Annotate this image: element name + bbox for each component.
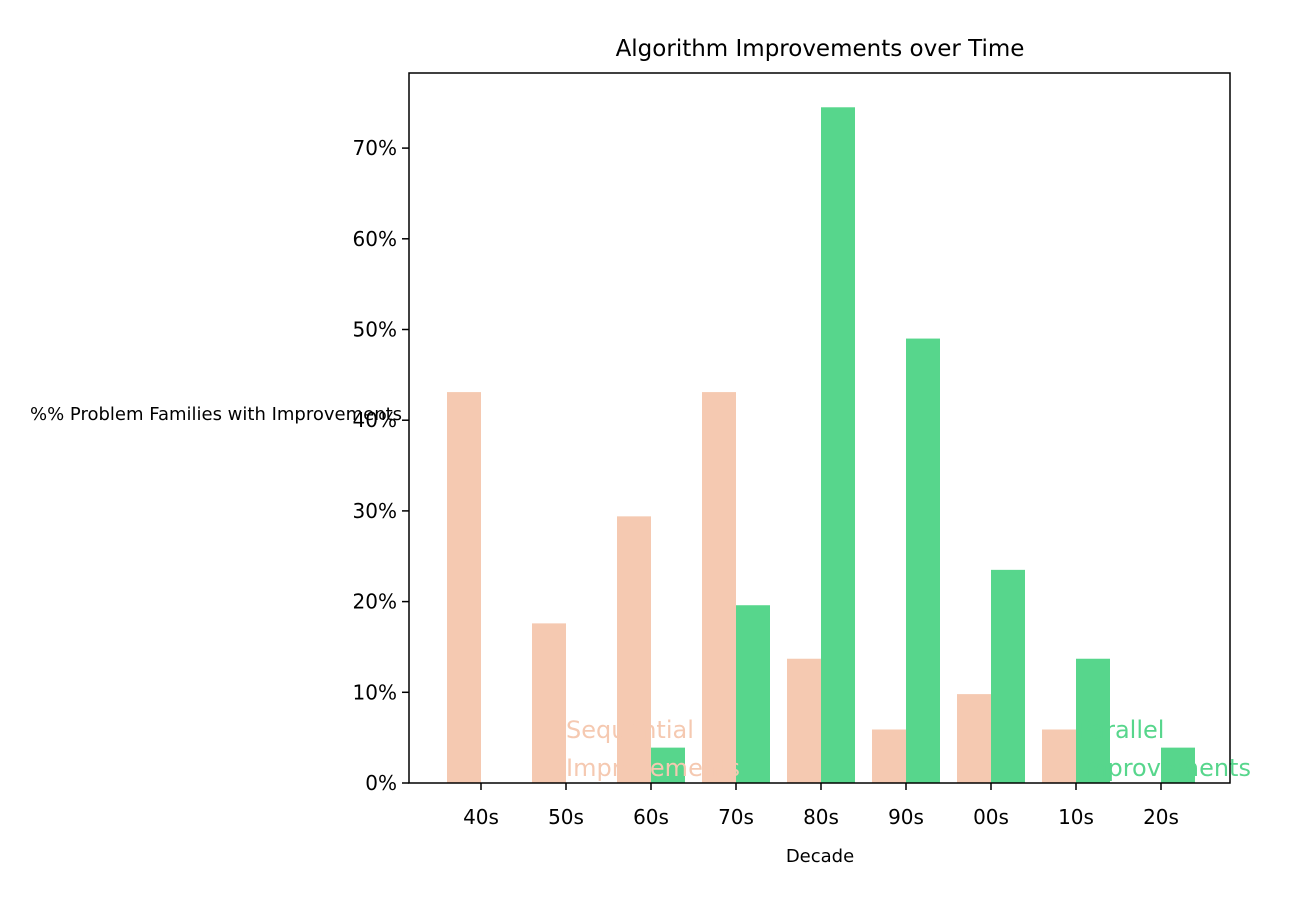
bar-sequential-10s [1042, 729, 1076, 783]
x-tick-label: 90s [888, 805, 924, 829]
bar-sequential-70s [702, 392, 736, 783]
y-tick-label: 30% [353, 499, 397, 523]
y-tick-label: 10% [353, 680, 397, 704]
x-axis: 40s 50s 60s 70s 80s 90s 00s 10s 20s [463, 783, 1179, 829]
bar-sequential-60s [617, 516, 651, 783]
annotation-sequential-line: Sequential [566, 716, 694, 744]
bar-parallel-60s [651, 747, 685, 783]
y-tick-label: 20% [353, 590, 397, 614]
bar-parallel-70s [736, 605, 770, 783]
x-tick-label: 50s [548, 805, 584, 829]
y-tick-label: 0% [365, 771, 397, 795]
chart-title: Algorithm Improvements over Time [616, 36, 1025, 62]
bars-layer [447, 107, 1195, 783]
y-tick-label: 40% [353, 408, 397, 432]
annotation-sequential-line: Improvements [566, 754, 740, 782]
x-axis-label: Decade [786, 846, 854, 867]
y-tick-label: 50% [353, 318, 397, 342]
bar-sequential-90s [872, 729, 906, 783]
plot-frame [408, 72, 1231, 784]
bar-sequential-00s [957, 694, 991, 783]
series-annotations: Sequential Improvements Parallel Improvemen… [566, 716, 1251, 782]
y-axis: 0% 10% 20% 30% 40% 50% 60% 70% [353, 136, 409, 795]
y-axis-label: %% Problem Families with Improvements [30, 404, 402, 425]
bar-sequential-50s [532, 623, 566, 783]
bar-parallel-80s [821, 107, 855, 783]
bar-parallel-90s [906, 338, 940, 783]
annotation-parallel-line: Parallel [1077, 716, 1164, 744]
bar-parallel-00s [991, 569, 1025, 783]
x-tick-label: 60s [633, 805, 669, 829]
x-tick-label: 00s [973, 805, 1009, 829]
x-tick-label: 40s [463, 805, 499, 829]
x-tick-label: 20s [1143, 805, 1179, 829]
x-tick-label: 70s [718, 805, 754, 829]
annotation-parallel-line: Improvements [1077, 754, 1251, 782]
bar-sequential-80s [787, 658, 821, 783]
bar-sequential-40s [447, 392, 481, 783]
bar-parallel-20s [1161, 747, 1195, 783]
y-tick-label: 70% [353, 136, 397, 160]
y-tick-label: 60% [353, 227, 397, 251]
x-tick-label: 80s [803, 805, 839, 829]
x-tick-label: 10s [1058, 805, 1094, 829]
bar-parallel-10s [1076, 658, 1110, 783]
